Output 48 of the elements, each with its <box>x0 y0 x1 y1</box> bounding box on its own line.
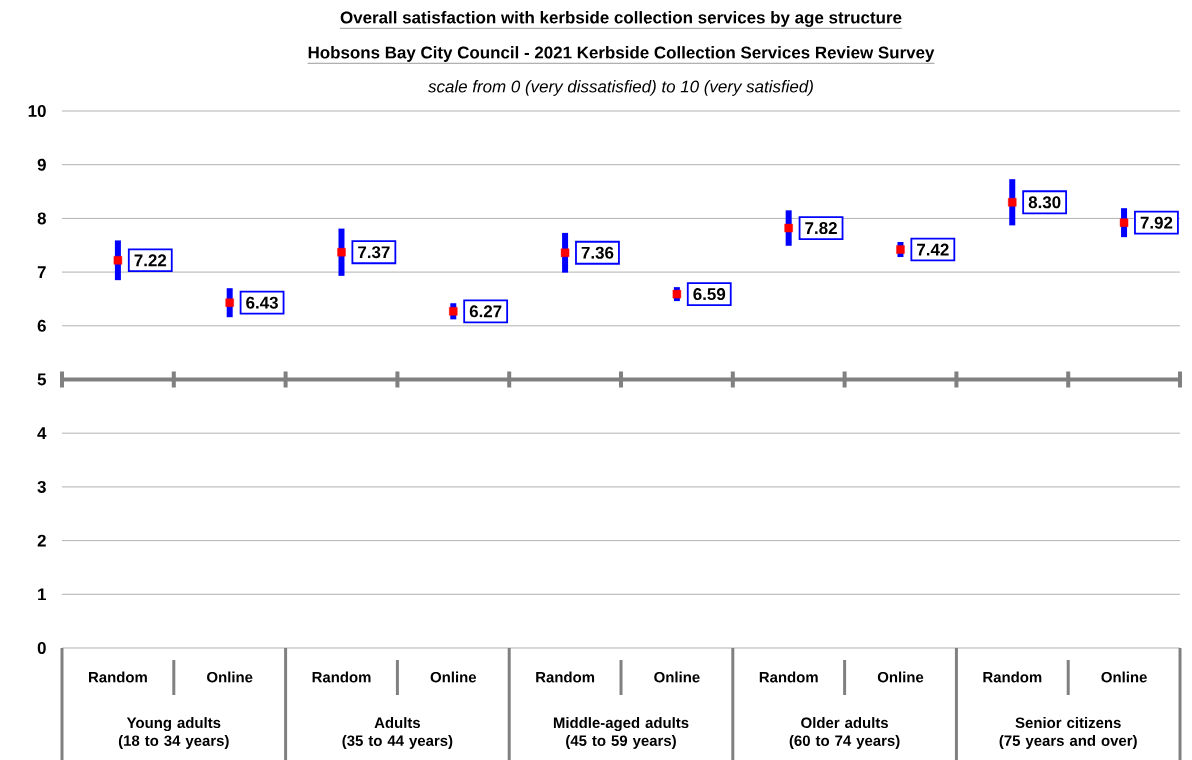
y-tick-label: 7 <box>37 266 46 278</box>
y-tick-label: 1 <box>38 588 47 601</box>
point <box>1119 218 1129 227</box>
data-label: 7.92 <box>1140 216 1173 229</box>
text: Middle-aged adults (45 to 59 years) <box>553 717 689 749</box>
y-tick-label: 8 <box>37 212 46 225</box>
point <box>337 248 346 257</box>
data-label: 7.36 <box>581 246 614 259</box>
point <box>225 298 234 307</box>
text: Young adults (18 to 34 years) <box>118 717 229 749</box>
x-tick-label: Random <box>983 671 1042 683</box>
data-label: 6.43 <box>246 296 278 309</box>
y-tick-label: 4 <box>37 427 47 440</box>
x-tick-label: Online <box>654 671 700 683</box>
text: Senior citizens (75 years and over) <box>999 717 1137 749</box>
text: scale from 0 (very dissatisfied) to 10 (very satisfied) <box>428 80 813 96</box>
chart-subtitle: Hobsons Bay City Council - 2021 Kerbside Collection Services Review Survey <box>308 46 935 62</box>
x-tick-label: Online <box>207 671 253 683</box>
y-tick-label: 6 <box>37 319 46 332</box>
text: Older adults (60 to 74 years) <box>789 717 900 749</box>
x-tick-label: Random <box>89 671 147 683</box>
point <box>113 256 123 265</box>
chart-title: Overall satisfaction with kerbside collection services by age structure <box>340 11 902 27</box>
x-tick-label: Online <box>430 671 477 683</box>
data-label: 7.42 <box>917 243 949 256</box>
y-tick-label: 0 <box>37 642 46 654</box>
point <box>896 245 905 254</box>
data-label: 7.37 <box>358 246 390 259</box>
x-tick-label: Random <box>536 671 595 683</box>
x-tick-label: Online <box>877 671 924 683</box>
y-tick-label: 2 <box>37 534 46 547</box>
x-tick-label: Online <box>1101 671 1147 683</box>
point <box>784 223 793 233</box>
y-tick-label: 3 <box>37 480 46 493</box>
data-label: 7.22 <box>134 254 167 267</box>
y-tick-label: 5 <box>37 373 47 386</box>
data-label: 6.27 <box>469 305 502 318</box>
data-label: 7.82 <box>805 222 837 235</box>
point <box>1008 198 1017 207</box>
point <box>560 248 570 257</box>
data-label: 8.30 <box>1028 196 1061 209</box>
y-tick-label: 9 <box>37 158 46 171</box>
y-tick-label: 10 <box>28 104 46 117</box>
text: Adults (35 to 44 years) <box>342 717 453 749</box>
x-tick-label: Random <box>759 671 818 683</box>
data-label: 6.59 <box>693 288 726 301</box>
x-tick-label: Random <box>312 671 371 683</box>
point <box>449 307 458 316</box>
